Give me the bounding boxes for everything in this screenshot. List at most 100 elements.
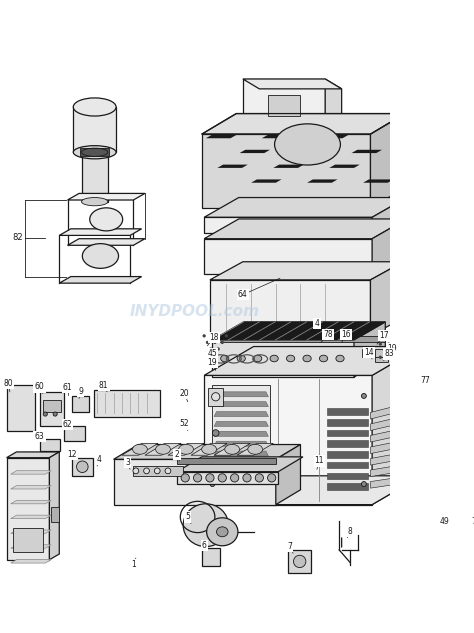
Polygon shape xyxy=(59,229,142,235)
Polygon shape xyxy=(145,443,181,455)
Ellipse shape xyxy=(379,356,382,359)
Ellipse shape xyxy=(53,412,57,416)
Ellipse shape xyxy=(254,355,262,362)
Ellipse shape xyxy=(270,355,278,362)
Polygon shape xyxy=(426,354,455,446)
Ellipse shape xyxy=(225,334,228,337)
Polygon shape xyxy=(11,471,51,474)
Text: 83: 83 xyxy=(384,349,394,358)
Polygon shape xyxy=(372,346,421,505)
Ellipse shape xyxy=(82,197,108,206)
Bar xyxy=(362,349,374,357)
Text: 9: 9 xyxy=(78,387,83,396)
Ellipse shape xyxy=(77,461,88,472)
Ellipse shape xyxy=(73,98,116,116)
Polygon shape xyxy=(168,443,204,455)
Ellipse shape xyxy=(179,444,193,454)
Polygon shape xyxy=(371,400,420,419)
Text: 17: 17 xyxy=(379,331,389,341)
Polygon shape xyxy=(204,219,407,239)
Text: 7: 7 xyxy=(287,542,292,551)
Ellipse shape xyxy=(165,468,171,473)
Text: 61: 61 xyxy=(63,383,73,392)
Ellipse shape xyxy=(211,392,220,401)
Ellipse shape xyxy=(73,146,116,159)
Polygon shape xyxy=(372,197,407,233)
Polygon shape xyxy=(210,280,371,336)
Text: 6: 6 xyxy=(202,541,207,550)
Text: 18: 18 xyxy=(210,333,219,342)
Text: 11: 11 xyxy=(315,456,324,465)
Ellipse shape xyxy=(395,342,399,346)
Polygon shape xyxy=(206,135,236,138)
Polygon shape xyxy=(327,472,368,479)
Polygon shape xyxy=(11,560,51,563)
Polygon shape xyxy=(7,452,59,458)
Bar xyxy=(7,385,36,430)
Bar xyxy=(73,458,93,476)
Ellipse shape xyxy=(248,444,263,454)
Ellipse shape xyxy=(361,482,366,487)
Polygon shape xyxy=(114,444,301,460)
Polygon shape xyxy=(371,413,420,430)
Polygon shape xyxy=(214,431,268,436)
Ellipse shape xyxy=(217,348,220,351)
Text: 19: 19 xyxy=(208,358,217,367)
Ellipse shape xyxy=(428,422,452,436)
Text: 3: 3 xyxy=(125,458,130,467)
Ellipse shape xyxy=(207,518,238,546)
Ellipse shape xyxy=(387,356,390,359)
Bar xyxy=(43,400,61,411)
Polygon shape xyxy=(67,194,145,200)
Ellipse shape xyxy=(237,355,246,362)
Polygon shape xyxy=(371,262,403,336)
Polygon shape xyxy=(214,392,268,397)
Ellipse shape xyxy=(336,355,344,362)
Text: INYDPOOL.com: INYDPOOL.com xyxy=(130,304,260,318)
Bar xyxy=(133,466,183,476)
Polygon shape xyxy=(251,179,282,183)
Text: 20: 20 xyxy=(180,389,189,398)
Polygon shape xyxy=(371,113,405,208)
Polygon shape xyxy=(371,437,420,454)
Polygon shape xyxy=(363,179,393,183)
Ellipse shape xyxy=(267,473,276,482)
Ellipse shape xyxy=(183,504,228,547)
Text: 62: 62 xyxy=(63,420,73,429)
Polygon shape xyxy=(204,239,372,274)
Polygon shape xyxy=(214,411,268,417)
Polygon shape xyxy=(371,449,420,465)
Ellipse shape xyxy=(387,342,390,346)
Polygon shape xyxy=(218,165,248,168)
Ellipse shape xyxy=(303,355,311,362)
Polygon shape xyxy=(214,443,250,455)
Text: 81: 81 xyxy=(99,380,109,390)
Polygon shape xyxy=(114,460,276,505)
Bar xyxy=(428,380,452,389)
Text: 1: 1 xyxy=(131,560,136,569)
Ellipse shape xyxy=(193,473,202,482)
Ellipse shape xyxy=(218,334,220,337)
Polygon shape xyxy=(204,375,372,505)
Polygon shape xyxy=(327,451,368,458)
Ellipse shape xyxy=(213,341,217,344)
Polygon shape xyxy=(80,148,109,156)
Polygon shape xyxy=(327,462,368,468)
Polygon shape xyxy=(243,79,325,138)
Polygon shape xyxy=(276,444,301,505)
Text: 4: 4 xyxy=(315,319,319,328)
Ellipse shape xyxy=(293,555,306,568)
Text: 49: 49 xyxy=(440,517,449,527)
Polygon shape xyxy=(202,134,371,208)
Bar xyxy=(177,458,276,464)
Ellipse shape xyxy=(133,444,147,454)
Text: 8: 8 xyxy=(347,527,352,536)
Text: 14: 14 xyxy=(364,348,374,357)
Ellipse shape xyxy=(255,473,264,482)
Ellipse shape xyxy=(144,468,149,473)
Polygon shape xyxy=(11,486,51,489)
Polygon shape xyxy=(49,452,59,560)
Polygon shape xyxy=(202,113,405,134)
Ellipse shape xyxy=(202,334,206,337)
Ellipse shape xyxy=(206,341,209,344)
